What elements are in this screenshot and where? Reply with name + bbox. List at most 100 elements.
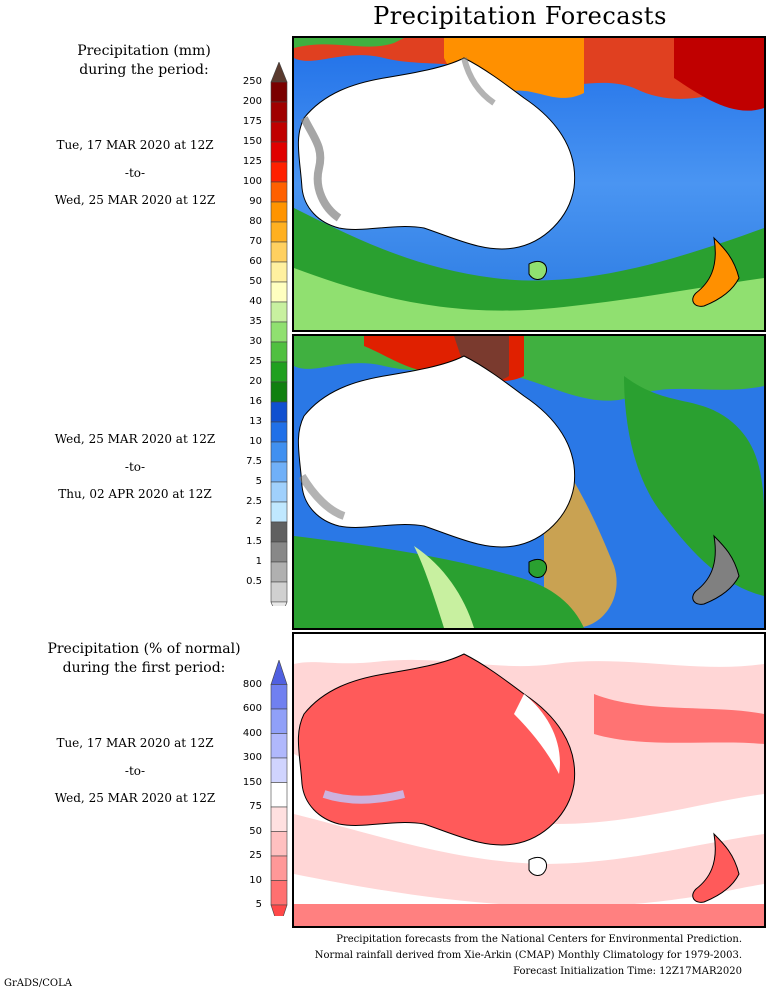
precip-heading-line2: during the period:: [79, 62, 209, 78]
colorbar-tick-label: 50: [249, 276, 262, 287]
colorbar-swatch: [270, 581, 288, 603]
anomaly-colorbar: [270, 660, 288, 916]
colorbar-tick-label: 1: [255, 556, 262, 567]
colorbar-swatch: [270, 401, 288, 423]
colorbar-swatch: [270, 880, 288, 906]
colorbar-tick-label: 25: [249, 850, 262, 861]
colorbar-tick-label: 125: [242, 156, 262, 167]
anomaly-map: [294, 634, 764, 926]
colorbar-tick-label: 30: [249, 336, 262, 347]
colorbar-tick-label: 600: [242, 703, 262, 714]
colorbar-swatch: [270, 101, 288, 123]
colorbar-arrow-top: [270, 62, 288, 83]
colorbar-swatch: [270, 81, 288, 103]
colorbar-tick-label: 7.5: [246, 456, 262, 467]
colorbar-swatch: [270, 782, 288, 808]
colorbar-tick-label: 800: [242, 678, 262, 690]
colorbar-tick-label: 35: [249, 316, 262, 327]
colorbar-swatch: [270, 381, 288, 403]
colorbar-tick-label: 150: [242, 776, 262, 788]
colorbar-tick-label: 25: [249, 356, 262, 367]
colorbar-arrow-bottom: [270, 904, 288, 916]
colorbar-swatch: [270, 481, 288, 503]
colorbar-tick-label: 40: [249, 296, 262, 307]
colorbar-tick-label: 2.5: [246, 496, 262, 507]
colorbar-swatch: [270, 421, 288, 443]
period2-start: Wed, 25 MAR 2020 at 12Z: [54, 432, 216, 446]
period1-end: Wed, 25 MAR 2020 at 12Z: [54, 193, 216, 207]
anomaly-heading-line1: Precipitation (% of normal): [47, 641, 241, 657]
colorbar-tick-label: 5: [255, 899, 262, 910]
colorbar-tick-label: 150: [242, 136, 262, 147]
colorbar-swatch: [270, 831, 288, 857]
colorbar-swatch: [270, 141, 288, 163]
anomaly-period-end: Wed, 25 MAR 2020 at 12Z: [54, 791, 216, 805]
map-panel-period1: [292, 36, 766, 332]
colorbar-tick-label: 20: [249, 376, 262, 387]
precip-heading-line1: Precipitation (mm): [77, 43, 211, 59]
footer-line3: Forecast Initialization Time: 12Z17MAR20…: [513, 966, 742, 977]
colorbar-swatch: [270, 161, 288, 183]
colorbar-tick-label: 50: [249, 825, 262, 837]
colorbar-tick-label: 10: [249, 874, 262, 886]
colorbar-tick-label: 2: [255, 516, 262, 527]
colorbar-tick-label: 90: [249, 196, 262, 207]
precip-map-2: [294, 336, 764, 628]
colorbar-tick-label: 100: [242, 176, 262, 187]
map-panel-anomaly: [292, 632, 766, 928]
precip-colorbar: [270, 62, 288, 606]
precip-heading: Precipitation (mm) during the period:: [0, 42, 288, 80]
colorbar-swatch: [270, 733, 288, 759]
colorbar-tick-label: 175: [242, 116, 262, 127]
anomaly-heading: Precipitation (% of normal) during the f…: [0, 640, 288, 678]
colorbar-swatch: [270, 806, 288, 832]
colorbar-swatch: [270, 541, 288, 563]
colorbar-swatch: [270, 708, 288, 734]
page-title: Precipitation Forecasts: [373, 2, 667, 30]
colorbar-swatch: [270, 684, 288, 710]
colorbar-swatch: [270, 181, 288, 203]
period1-to: -to-: [124, 166, 146, 180]
colorbar-swatch: [270, 221, 288, 243]
colorbar-swatch: [270, 501, 288, 523]
period2-to: -to-: [124, 460, 146, 474]
period2-end: Thu, 02 APR 2020 at 12Z: [58, 487, 212, 501]
colorbar-swatch: [270, 241, 288, 263]
colorbar-swatch: [270, 461, 288, 483]
colorbar-arrow-top: [270, 660, 288, 685]
map-panel-period2: [292, 334, 766, 630]
period1-start: Tue, 17 MAR 2020 at 12Z: [56, 138, 214, 152]
footer-notes: Precipitation forecasts from the Nationa…: [315, 932, 742, 980]
colorbar-arrow-bottom: [270, 601, 288, 606]
colorbar-swatch: [270, 361, 288, 383]
anomaly-period-to: -to-: [124, 764, 146, 778]
colorbar-swatch: [270, 441, 288, 463]
colorbar-tick-label: 400: [242, 727, 262, 739]
footer-line2: Normal rainfall derived from Xie-Arkin (…: [314, 950, 742, 961]
grads-credit: GrADS/COLA: [4, 978, 72, 989]
colorbar-tick-label: 300: [242, 752, 262, 763]
colorbar-tick-label: 250: [242, 76, 262, 87]
colorbar-tick-label: 1.5: [246, 536, 262, 547]
colorbar-swatch: [270, 561, 288, 583]
colorbar-swatch: [270, 301, 288, 323]
precip-map-1: [294, 38, 764, 330]
colorbar-swatch: [270, 757, 288, 783]
colorbar-tick-label: 13: [249, 416, 262, 427]
colorbar-tick-label: 200: [242, 96, 262, 107]
colorbar-swatch: [270, 281, 288, 303]
anomaly-heading-line2: during the first period:: [62, 660, 226, 676]
colorbar-tick-label: 5: [255, 476, 262, 487]
colorbar-swatch: [270, 121, 288, 143]
footer-line1: Precipitation forecasts from the Nationa…: [336, 934, 742, 945]
colorbar-tick-label: 16: [249, 396, 262, 407]
colorbar-tick-label: 80: [249, 216, 262, 227]
colorbar-swatch: [270, 321, 288, 343]
colorbar-swatch: [270, 201, 288, 223]
colorbar-tick-label: 60: [249, 256, 262, 267]
colorbar-tick-label: 0.5: [246, 576, 262, 587]
colorbar-tick-label: 75: [249, 801, 262, 812]
anomaly-period-start: Tue, 17 MAR 2020 at 12Z: [56, 736, 214, 750]
colorbar-tick-label: 10: [249, 436, 262, 447]
colorbar-swatch: [270, 521, 288, 543]
